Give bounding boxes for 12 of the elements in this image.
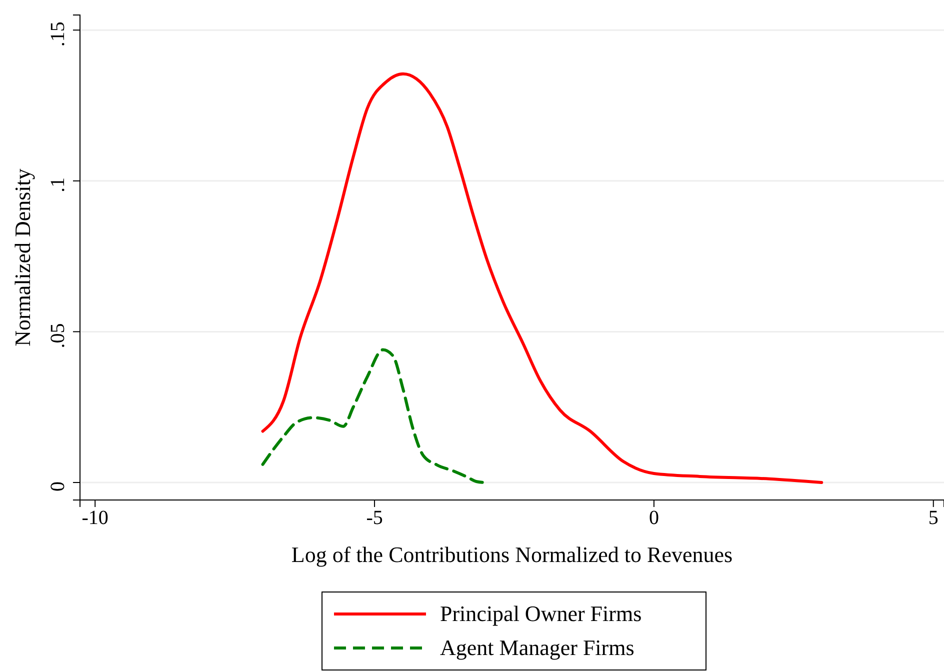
legend-label: Principal Owner Firms <box>440 601 642 626</box>
x-tick-label: 5 <box>928 507 938 530</box>
y-tick-label: .1 <box>47 177 69 192</box>
y-tick-label: .15 <box>47 22 69 47</box>
x-tick-label: 0 <box>648 507 659 530</box>
y-tick-label: 0 <box>47 482 69 492</box>
y-tick-label: .05 <box>47 323 69 348</box>
legend-label: Agent Manager Firms <box>440 635 634 660</box>
x-axis-title: Log of the Contributions Normalized to Revenues <box>291 542 733 567</box>
x-tick-label: -10 <box>82 507 108 530</box>
y-axis-title: Normalized Density <box>10 168 35 346</box>
x-tick-label: -5 <box>366 507 383 530</box>
